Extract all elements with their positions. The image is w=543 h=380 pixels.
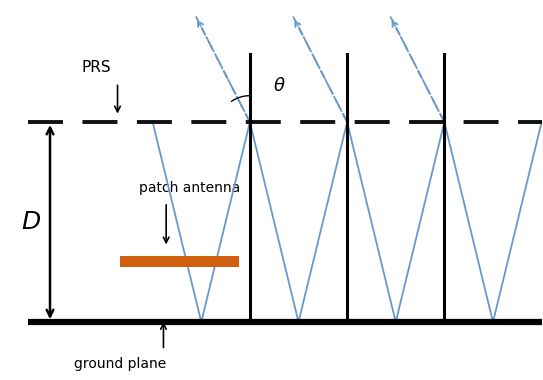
Text: PRS: PRS [81, 60, 111, 75]
Bar [120, 256, 239, 268]
Text: $\theta$: $\theta$ [273, 77, 286, 95]
Text: $D$: $D$ [21, 210, 41, 234]
Text: ground plane: ground plane [74, 357, 166, 371]
Text: patch antenna: patch antenna [139, 181, 241, 195]
